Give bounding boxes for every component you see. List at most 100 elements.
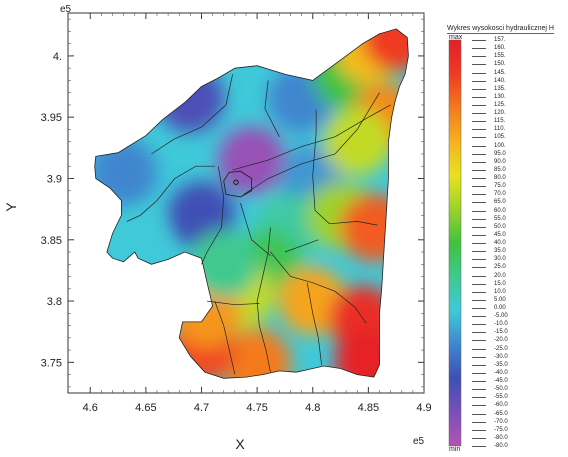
legend-value-label: 140.	[494, 77, 506, 84]
legend-tick-mark	[472, 161, 486, 163]
district-line-0	[151, 74, 233, 155]
legend-tick-mark	[472, 145, 486, 147]
y-tick-label: 3.95	[41, 112, 62, 124]
legend-tick-mark	[472, 299, 486, 301]
legend-tick-mark	[472, 413, 486, 415]
legend-tick-mark	[472, 121, 486, 123]
x-axis-title: X	[235, 436, 245, 452]
legend-value-label: -80.0	[494, 443, 508, 449]
field-sample-20	[223, 328, 292, 379]
legend-max-label: max	[449, 34, 463, 41]
legend-value-label: -20.0	[494, 337, 508, 344]
legend-tick-mark	[472, 437, 486, 439]
legend-value-label: 120.	[494, 110, 506, 117]
legend-tick-mark	[472, 153, 486, 155]
legend-value-label: 0.00	[494, 305, 506, 311]
legend-value-label: 65.0	[494, 199, 506, 206]
legend-tick-mark	[472, 64, 486, 66]
district-line-6	[201, 166, 225, 265]
legend-value-label: 10.0	[494, 288, 506, 295]
legend-value-label: 55.0	[494, 215, 506, 222]
legend-value-label: 35.0	[494, 248, 506, 255]
legend-tick-mark	[472, 372, 486, 374]
legend-tick-mark	[472, 381, 486, 382]
legend-tick-mark	[472, 218, 486, 220]
legend-tick-mark	[472, 332, 486, 334]
legend-tick-mark	[472, 251, 486, 253]
legend-tick-mark	[472, 405, 486, 407]
legend-tick-mark	[472, 226, 486, 228]
legend-tick-mark	[472, 364, 486, 366]
y-tick-label: 3.9	[47, 173, 62, 185]
legend-value-label: -65.0	[494, 410, 508, 417]
legend-value-label: 45.0	[494, 231, 506, 238]
legend-value-label: 100.	[494, 142, 506, 149]
legend-value-label: 125.	[494, 102, 506, 108]
legend-value-label: 25.0	[494, 264, 506, 271]
y-tick-label: 3.85	[41, 235, 62, 247]
legend-tick-mark	[472, 169, 486, 171]
district-line-8	[256, 227, 271, 373]
legend-tick-mark	[472, 202, 486, 204]
y-tick-label: 3.8	[47, 296, 62, 308]
legend-value-label: -35.0	[494, 361, 508, 368]
x-tick-label: 4.75	[246, 402, 267, 414]
field-sample-10	[362, 28, 409, 72]
legend-value-label: -80.0	[494, 434, 508, 441]
legend-value-label: 150.	[494, 61, 506, 68]
legend-value-label: -30.0	[494, 353, 508, 360]
legend-tick-mark	[472, 267, 486, 269]
legend-value-label: 30.0	[494, 256, 506, 263]
legend-tick-mark	[472, 129, 486, 131]
legend-value-label: 90.0	[494, 158, 506, 165]
legend-tick-mark	[472, 308, 486, 309]
x-exponent-label: e5	[413, 436, 425, 447]
legend-tick-mark	[472, 243, 486, 244]
legend-tick-mark	[472, 186, 486, 188]
legend-value-label: -70.0	[494, 418, 508, 425]
legend-value-label: 110.	[494, 126, 506, 133]
legend-tick-mark	[472, 137, 486, 139]
y-tick-label: 4.	[53, 51, 62, 63]
legend-value-label: 95.0	[494, 150, 506, 157]
legend-value-label: 50.0	[494, 223, 506, 230]
district-line-4	[312, 109, 378, 226]
legend-tick-mark	[472, 348, 486, 350]
district-line-10	[284, 239, 319, 253]
legend-value-label: 40.0	[494, 240, 506, 246]
legend-tick-mark	[472, 389, 486, 391]
x-tick-label: 4.9	[416, 402, 431, 414]
legend-tick-mark	[472, 88, 486, 90]
legend-tick-mark	[472, 96, 486, 98]
legend-value-label: 15.0	[494, 280, 506, 287]
district-line-1	[126, 165, 215, 222]
legend-value-label: 155.	[494, 53, 506, 60]
legend-tick-mark	[472, 446, 486, 447]
field-sample-0	[217, 126, 286, 195]
district-line-11	[207, 300, 260, 306]
legend-value-label: -10.0	[494, 321, 508, 328]
x-tick-label: 4.6	[83, 402, 98, 414]
legend-value-label: 75.0	[494, 183, 506, 190]
legend-colorbar	[448, 39, 462, 447]
district-line-3	[243, 92, 380, 195]
y-tick-label: 3.75	[41, 357, 62, 369]
legend-value-label: 5.00	[494, 296, 506, 303]
legend-value-label: -60.0	[494, 402, 508, 409]
legend-value-label: -45.0	[494, 378, 508, 384]
legend-value-label: 60.0	[494, 207, 506, 214]
legend-tick-mark	[472, 340, 486, 342]
legend-value-label: 105.	[494, 134, 506, 141]
x-tick-label: 4.7	[194, 402, 209, 414]
legend-value-label: -15.0	[494, 329, 508, 336]
legend-tick-mark	[472, 113, 486, 115]
y-exponent-label: e5	[60, 4, 72, 15]
legend-value-label: 160.	[494, 45, 506, 52]
legend-tick-mark	[472, 210, 486, 212]
legend-tick-mark	[472, 316, 486, 318]
legend-tick-mark	[472, 283, 486, 285]
legend-tick-mark	[472, 178, 486, 179]
legend-tick-mark	[472, 105, 486, 106]
legend-value-label: 20.0	[494, 272, 506, 279]
